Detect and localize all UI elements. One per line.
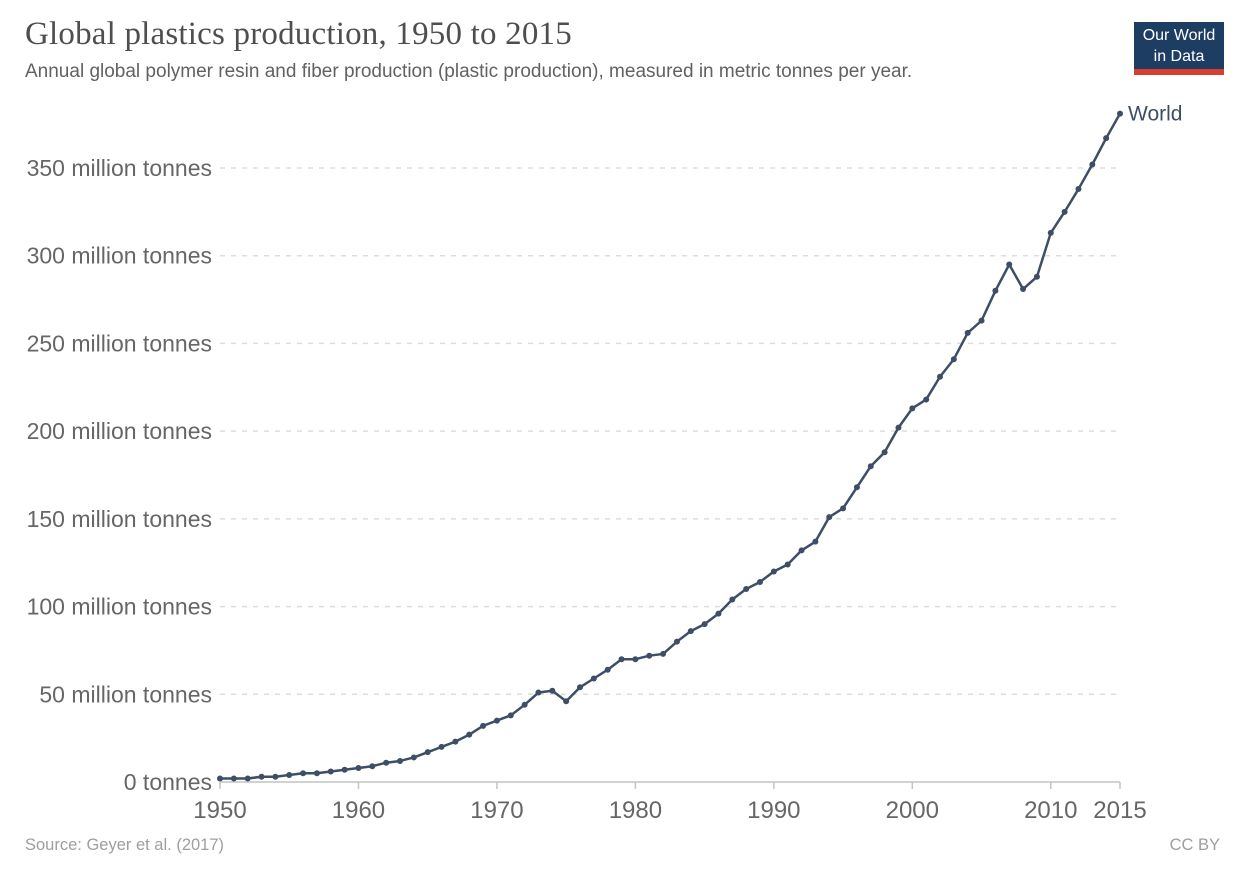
y-tick-label: 150 million tonnes: [27, 506, 212, 532]
data-point[interactable]: [300, 770, 307, 777]
x-tick-label: 2010: [1024, 797, 1077, 824]
source-note: Source: Geyer et al. (2017): [25, 836, 225, 854]
page-title: Global plastics production, 1950 to 2015: [25, 16, 572, 52]
data-point[interactable]: [341, 766, 348, 773]
data-point[interactable]: [867, 463, 874, 470]
data-point[interactable]: [1103, 135, 1110, 142]
data-point[interactable]: [313, 770, 320, 777]
data-point[interactable]: [217, 775, 223, 782]
owid-logo-line1: Our World: [1142, 27, 1216, 44]
data-point[interactable]: [992, 287, 999, 294]
y-tick-label: 0 tonnes: [124, 769, 212, 795]
data-point[interactable]: [701, 621, 708, 628]
data-point[interactable]: [286, 771, 293, 778]
data-point[interactable]: [466, 731, 473, 738]
data-point[interactable]: [1061, 208, 1068, 215]
owid-logo[interactable]: Our World in Data: [1134, 22, 1224, 75]
y-tick-label: 300 million tonnes: [27, 243, 212, 269]
y-tick-label: 100 million tonnes: [27, 594, 212, 620]
data-point[interactable]: [660, 650, 667, 657]
data-point[interactable]: [507, 712, 514, 719]
data-point[interactable]: [673, 638, 680, 645]
owid-logo-line2: in Data: [1153, 48, 1205, 65]
data-point[interactable]: [840, 505, 847, 512]
data-point[interactable]: [410, 754, 417, 761]
y-tick-label: 50 million tonnes: [39, 681, 212, 707]
data-point[interactable]: [397, 757, 403, 764]
data-point[interactable]: [1047, 229, 1054, 236]
data-point[interactable]: [577, 684, 583, 691]
data-point[interactable]: [937, 373, 943, 380]
data-point[interactable]: [355, 764, 362, 771]
data-point[interactable]: [563, 698, 570, 705]
y-tick-label: 250 million tonnes: [27, 330, 212, 356]
data-point[interactable]: [812, 538, 819, 545]
x-tick-label: 1990: [747, 797, 800, 824]
data-point[interactable]: [1089, 161, 1096, 168]
data-point[interactable]: [604, 666, 611, 673]
data-point[interactable]: [950, 356, 957, 363]
data-point[interactable]: [244, 775, 251, 782]
data-point[interactable]: [715, 610, 722, 617]
license-badge[interactable]: CC BY: [1169, 836, 1220, 854]
data-point[interactable]: [549, 687, 556, 694]
data-point[interactable]: [438, 743, 445, 750]
data-point[interactable]: [521, 701, 528, 708]
data-point[interactable]: [1033, 273, 1040, 280]
data-point[interactable]: [1075, 186, 1082, 193]
data-point[interactable]: [853, 484, 860, 491]
data-point[interactable]: [743, 586, 750, 593]
data-point[interactable]: [687, 628, 694, 635]
chart-footer: Source: Geyer et al. (2017) CC BY: [25, 836, 1220, 855]
data-point[interactable]: [964, 329, 971, 336]
x-tick-label: 1960: [332, 797, 385, 824]
data-point[interactable]: [784, 561, 791, 568]
data-point[interactable]: [632, 656, 639, 663]
data-point[interactable]: [535, 689, 542, 696]
data-point[interactable]: [978, 317, 985, 324]
x-tick-label: 1950: [193, 797, 246, 824]
data-point[interactable]: [424, 749, 431, 756]
data-point[interactable]: [1117, 110, 1123, 117]
data-point[interactable]: [590, 675, 597, 682]
data-point[interactable]: [798, 547, 805, 554]
data-point[interactable]: [757, 579, 763, 586]
data-point[interactable]: [1020, 286, 1027, 293]
x-tick-label: 1970: [470, 797, 523, 824]
y-tick-label: 200 million tonnes: [27, 418, 212, 444]
data-point[interactable]: [258, 773, 265, 780]
data-point[interactable]: [618, 656, 625, 663]
data-point[interactable]: [493, 717, 500, 724]
data-point[interactable]: [1006, 261, 1013, 268]
data-point[interactable]: [369, 763, 376, 770]
data-point[interactable]: [383, 759, 390, 766]
data-line-world: [218, 112, 1122, 780]
data-point[interactable]: [770, 568, 777, 575]
data-point[interactable]: [452, 738, 459, 745]
x-tick-label: 2015: [1093, 797, 1146, 824]
data-point[interactable]: [646, 652, 653, 659]
x-tick-label: 2000: [886, 797, 939, 824]
data-point[interactable]: [272, 773, 279, 780]
data-point[interactable]: [230, 775, 237, 782]
data-point[interactable]: [826, 514, 833, 521]
data-point[interactable]: [909, 405, 916, 412]
data-point[interactable]: [895, 424, 902, 431]
data-point[interactable]: [327, 768, 334, 775]
chart-subtitle: Annual global polymer resin and fiber pr…: [25, 61, 913, 82]
data-point[interactable]: [923, 396, 930, 403]
data-point[interactable]: [729, 596, 736, 603]
y-tick-label: 350 million tonnes: [27, 155, 212, 181]
series-end-label[interactable]: World: [1128, 103, 1182, 126]
x-tick-label: 1980: [609, 797, 662, 824]
data-point[interactable]: [881, 449, 888, 456]
data-point[interactable]: [480, 722, 487, 729]
